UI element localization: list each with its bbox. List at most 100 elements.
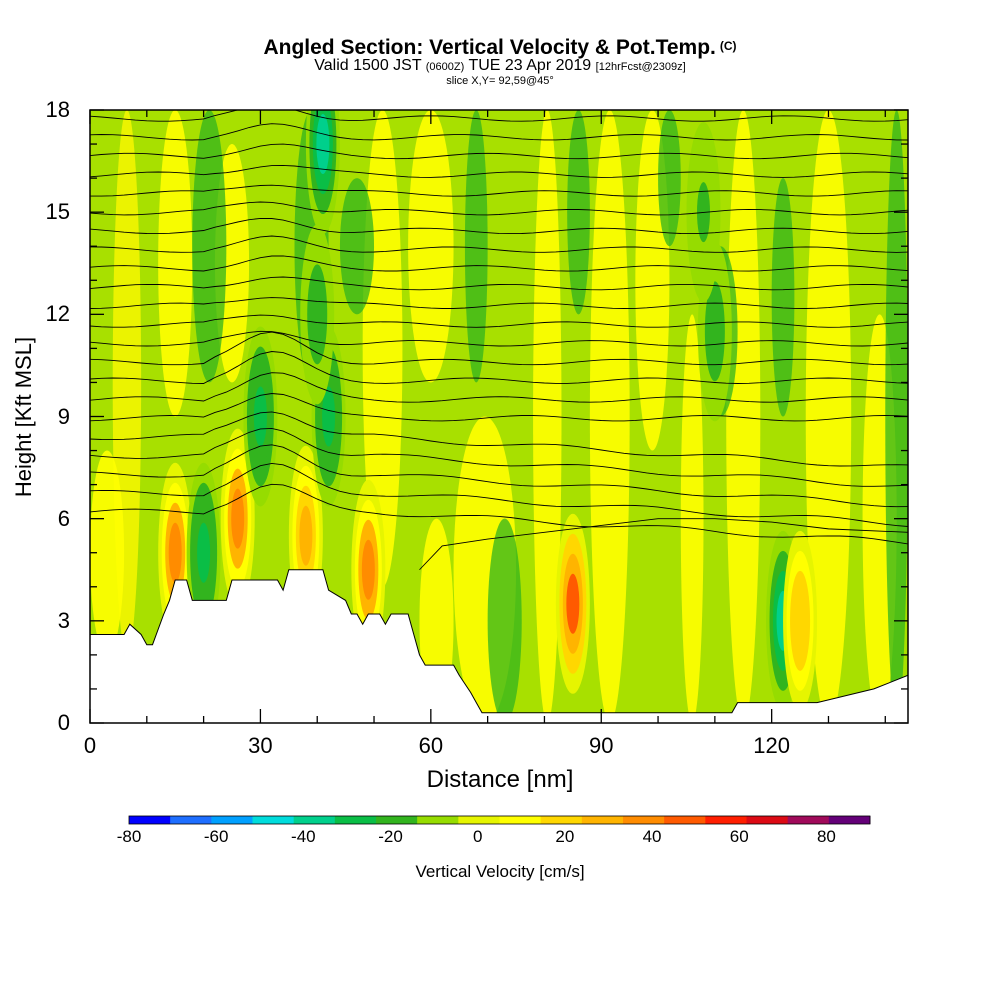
velocity-cell <box>566 573 580 634</box>
colorbar-swatch <box>705 816 747 824</box>
x-tick-label: 30 <box>248 733 273 758</box>
x-tick-label: 0 <box>83 733 97 758</box>
x-axis-label: Distance [nm] <box>426 766 574 793</box>
contour-line <box>90 314 908 328</box>
contour-line <box>90 143 908 160</box>
colorbar-swatch <box>211 816 253 824</box>
colorbar-swatch <box>417 816 459 824</box>
x-tick-label: 60 <box>418 733 444 758</box>
colorbar <box>128 815 871 825</box>
contour-line <box>90 164 908 178</box>
field-band <box>771 178 795 417</box>
y-tick-label: 15 <box>45 199 70 225</box>
colorbar-tick-label: -40 <box>291 827 316 846</box>
pot-temp-contours <box>90 110 908 571</box>
field-band <box>464 110 488 383</box>
colorbar-swatch <box>828 816 871 824</box>
velocity-cell <box>361 539 375 600</box>
contour-line <box>90 444 908 508</box>
contour-line <box>90 330 908 347</box>
velocity-cell <box>168 522 182 583</box>
colorbar-tick-label: -80 <box>116 827 142 846</box>
field-band <box>589 110 630 723</box>
contour-line <box>90 427 908 487</box>
field-band <box>158 110 193 417</box>
field-band <box>339 178 375 315</box>
contour-line <box>90 331 908 366</box>
field-band <box>90 450 125 655</box>
contour-line <box>90 184 908 197</box>
colorbar-swatch <box>458 816 500 824</box>
field-band <box>408 110 454 383</box>
x-tick-label: 120 <box>753 733 791 758</box>
contour-line <box>90 393 908 422</box>
velocity-cell <box>322 386 336 447</box>
colorbar-swatch <box>746 816 789 824</box>
contour-line <box>90 351 908 384</box>
velocity-cell <box>231 488 245 549</box>
velocity-cell <box>793 590 807 651</box>
y-tick-label: 6 <box>57 505 70 531</box>
colorbar-tick-label: -20 <box>378 827 403 846</box>
contour-line <box>90 483 908 545</box>
axis-ticks <box>89 109 908 724</box>
velocity-cell <box>253 386 267 447</box>
contour-line <box>90 276 908 291</box>
subtitle-date: TUE 23 Apr 2019 <box>468 57 592 74</box>
subtitle-main: Valid 1500 JST <box>314 57 422 74</box>
chart-title: Angled Section: Vertical Velocity & Pot.… <box>0 36 1000 60</box>
field-band <box>726 110 761 723</box>
y-tick-label: 0 <box>57 710 70 735</box>
x-tick-label: 90 <box>589 733 614 758</box>
colorbar-swatch <box>170 816 212 824</box>
field-band <box>658 110 681 247</box>
colorbar-label: Vertical Velocity [cm/s] <box>415 862 585 881</box>
colorbar-swatch <box>129 816 171 824</box>
chart-title-units: (C) <box>719 39 737 53</box>
colorbar-tick-label: 0 <box>472 827 483 846</box>
colorbar-swatch <box>334 816 377 824</box>
colorbar-swatch <box>252 816 295 824</box>
contour-line <box>90 411 908 467</box>
velocity-cell <box>310 284 324 345</box>
contour-line <box>90 235 908 253</box>
colorbar-tick-label: -60 <box>203 827 229 846</box>
y-tick-label: 9 <box>57 403 70 429</box>
contour-line <box>90 217 908 235</box>
chart-title-text: Angled Section: Vertical Velocity & Pot.… <box>263 36 716 59</box>
contour-line <box>90 123 908 141</box>
velocity-cell <box>708 301 722 362</box>
colorbar-tick-label: 80 <box>816 827 836 846</box>
colorbar-tick-label: 40 <box>642 827 662 846</box>
contour-line <box>90 201 908 216</box>
y-tick-label: 12 <box>45 301 70 327</box>
contour-line <box>90 372 908 403</box>
field-band <box>805 110 852 723</box>
y-tick-label: 3 <box>57 607 70 633</box>
field-band <box>192 110 227 383</box>
colorbar-swatch <box>540 816 583 824</box>
colorbar-tick-label: 60 <box>729 827 749 846</box>
field-band <box>567 110 590 315</box>
subtitle-fcst: [12hrFcst@2309z] <box>595 61 686 73</box>
colorbar-swatch <box>623 816 665 824</box>
contour-line <box>90 255 908 272</box>
slice-info: slice X,Y= 92,59@45° <box>446 75 554 87</box>
colorbar-swatch <box>499 816 542 824</box>
colorbar-frame <box>128 815 871 825</box>
colorbar-swatch <box>787 816 830 824</box>
y-axis-label: Height [Kft MSL] <box>11 336 36 498</box>
colorbar-tick-label: 20 <box>555 827 575 846</box>
subtitle-utc: (0600Z) <box>425 61 465 73</box>
colorbar-swatch <box>581 816 624 824</box>
velocity-cell <box>299 505 313 566</box>
colorbar-swatch <box>376 816 418 824</box>
colorbar-swatch <box>293 816 336 824</box>
velocity-cell <box>316 114 330 175</box>
field-band <box>487 518 522 723</box>
contour-line <box>419 518 908 571</box>
colorbar-swatch <box>664 816 706 824</box>
velocity-cell <box>197 522 211 583</box>
contour-line <box>90 462 908 527</box>
